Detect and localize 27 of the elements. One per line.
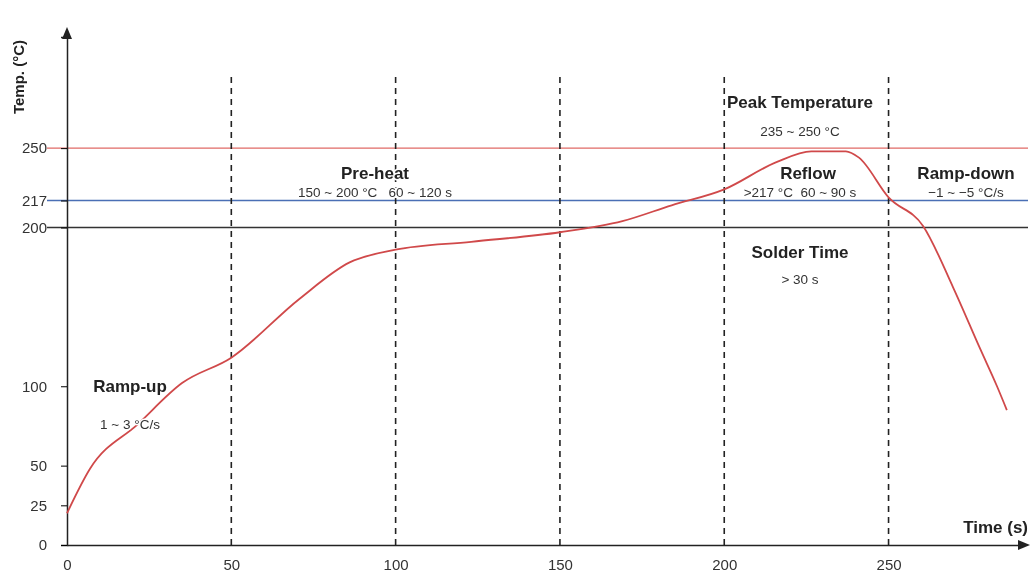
annotation: Pre-heat [340, 164, 410, 183]
x-tick-label: 0 [63, 555, 72, 573]
annotation: >217 °C 60 ~ 90 s [743, 185, 857, 200]
x-tick-label: 200 [712, 555, 738, 573]
annotation: Solder Time [751, 243, 849, 262]
annotation: −1 ~ −5 °C/s [928, 185, 1005, 200]
x-tick-label: 100 [383, 555, 409, 573]
y-tick-label: 217 [21, 191, 47, 209]
y-tick-label: 50 [30, 456, 47, 474]
x-tick-label: 250 [876, 555, 902, 573]
y-axis-title: Temp. (°C) [10, 39, 27, 115]
y-tick-label: 25 [30, 496, 47, 514]
x-tick-label: 50 [223, 555, 241, 573]
annotation: > 30 s [781, 272, 819, 287]
x-tick-label: 150 [547, 555, 573, 573]
y-tick-label: 0 [38, 536, 47, 554]
annotation: 150 ~ 200 °C 60 ~ 120 s [297, 185, 453, 200]
y-tick-label: 100 [21, 377, 47, 395]
annotation: Ramp-up [93, 377, 167, 396]
annotation: Peak Temperature [726, 93, 874, 112]
annotation: 1 ~ 3 °C/s [100, 417, 161, 432]
x-axis-title: Time (s) [963, 518, 1028, 537]
y-tick-label: 250 [21, 139, 47, 157]
annotation: 235 ~ 250 °C [760, 124, 840, 139]
annotation: Ramp-down [917, 164, 1015, 183]
annotation: Reflow [780, 164, 837, 183]
y-tick-label: 200 [21, 218, 47, 236]
